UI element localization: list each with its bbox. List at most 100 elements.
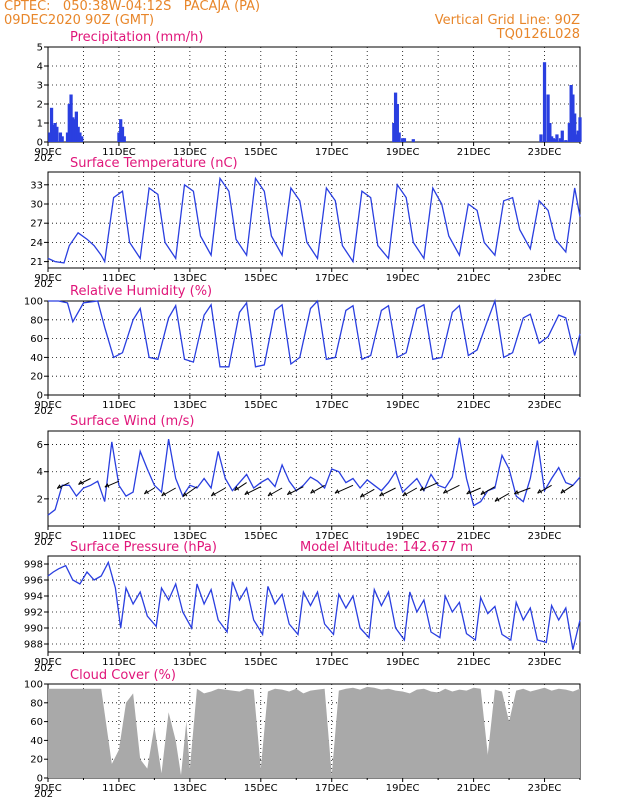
precip-bar [58, 132, 63, 142]
wind-wind-arrow [379, 487, 396, 497]
precip-bar [401, 138, 405, 142]
precip-xtick-label: 17DEC [315, 147, 349, 158]
temp-frame [47, 171, 581, 269]
grid-line-note: Vertical Grid Line: 90Z [434, 13, 580, 28]
wind-wind-arrowhead [494, 497, 500, 502]
wind-wind-arrowhead [402, 491, 408, 497]
rh-frame [47, 300, 581, 396]
precip-bar [49, 107, 54, 142]
wind-wind-arrow [514, 487, 531, 495]
wind-wind-arrowhead [513, 490, 519, 495]
wind-wind-arrowhead [480, 490, 486, 495]
wind-wind-arrow [161, 487, 176, 497]
wind-wind-arrow [234, 482, 247, 491]
pressure-panel: 988 990 992 994 996 998 9DEC 11DEC 13DEC 15DEC 17D… [24, 540, 581, 674]
temp-ytick-label: 21 [30, 257, 43, 268]
rh-xtick-label: 21DEC [457, 400, 491, 411]
wind-wind-arrow [537, 484, 552, 494]
cloud-xtick-label: 13DEC [173, 783, 207, 794]
pressure-xtick-label: 9DEC [34, 657, 61, 668]
cloud-xtick-label: 23DEC [528, 783, 562, 794]
precip-bar [395, 104, 399, 142]
temp-ytick-label: 27 [30, 219, 43, 230]
pressure-xtick-label: 11DEC [102, 657, 136, 668]
temp-year-stub: 202 [34, 279, 53, 290]
cloud-ytick-label: 60 [30, 717, 43, 728]
precip-xtick-label: 13DEC [173, 147, 207, 158]
wind-ytick-label: 2 [37, 494, 43, 505]
precip-bar [78, 132, 82, 142]
wind-wind-arrowhead [310, 488, 316, 494]
precip-bar [539, 134, 543, 142]
cloud-xtick-label: 21DEC [457, 783, 491, 794]
wind-xtick-label: 13DEC [173, 531, 207, 542]
precip-ytick-label: 3 [37, 81, 43, 92]
wind-frame [47, 430, 581, 527]
wind-wind-arrowhead [286, 490, 292, 496]
wind-wind-arrow [287, 486, 304, 496]
pressure-title: Surface Pressure (hPa) [70, 540, 217, 555]
wind-wind-arrowhead [267, 491, 273, 497]
pressure-xtick-label: 21DEC [457, 657, 491, 668]
rh-xtick-label: 15DEC [244, 400, 278, 411]
wind-wind-arrow [310, 484, 325, 494]
cloud-panel: 0 20 40 60 80 100 9DEC 11DEC 13DEC 15DEC 17DEC 19DE… [24, 668, 581, 800]
wind-wind-arrow [480, 486, 496, 496]
wind-wind-arrow [144, 487, 155, 495]
precip-bar [573, 113, 577, 142]
precip-xtick-label: 15DEC [244, 147, 278, 158]
precip-bar [55, 126, 59, 142]
precip-xtick-label: 11DEC [102, 147, 136, 158]
precip-bar [392, 123, 396, 142]
precip-bar [402, 138, 407, 142]
precip-bar [564, 140, 568, 142]
precip-bar [51, 124, 55, 142]
pressure-ytick-label: 998 [24, 560, 43, 571]
wind-xtick-label: 17DEC [315, 531, 349, 542]
precip-bar [548, 123, 552, 142]
rh-title: Relative Humidity (%) [70, 284, 212, 299]
wind-wind-arrow [267, 487, 283, 497]
temp-xtick-label: 21DEC [457, 273, 491, 284]
wind-wind-arrowhead [560, 488, 566, 494]
wind-wind-arrowhead [334, 489, 340, 494]
wind-ytick-label: 6 [37, 440, 43, 451]
wind-wind-arrowhead [234, 486, 240, 491]
temp-xtick-label: 17DEC [315, 273, 349, 284]
station-info: CPTEC: 050:38W-04:12S PACAJA (PA) [4, 0, 261, 14]
pressure-xtick-label: 15DEC [244, 657, 278, 668]
precip-bar [80, 136, 84, 142]
precip-xtick-label: 19DEC [386, 147, 420, 158]
precip-bar [120, 126, 125, 142]
wind-wind-arrow [57, 482, 70, 490]
precip-year-stub: 202 [34, 153, 53, 164]
wind-wind-arrowhead [210, 491, 216, 497]
rh-panel: 0 20 40 60 80 100 9DEC 11DEC 13DEC 15DEC 17DEC 19DE… [24, 284, 581, 417]
cloud-xtick-label: 19DEC [386, 783, 420, 794]
wind-wind-arrowhead [466, 489, 472, 495]
wind-wind-arrowhead [143, 489, 149, 495]
precip-ytick-label: 5 [37, 43, 43, 54]
wind-panel: 2 4 6 9DEC 11DEC 13DEC 15DEC 17DEC 19DEC 21DEC 23D… [34, 414, 581, 548]
cloud-ytick-label: 100 [24, 680, 43, 691]
precip-bar [393, 92, 398, 142]
precip-bar [550, 136, 554, 142]
temp-xtick-label: 11DEC [102, 273, 136, 284]
precip-bar [122, 136, 126, 142]
pressure-line [47, 560, 581, 650]
precip-ytick-label: 0 [37, 138, 43, 149]
wind-wind-arrow [104, 480, 120, 488]
precip-bar [558, 138, 563, 142]
wind-wind-arrow [182, 486, 198, 498]
wind-wind-arrowhead [359, 492, 365, 498]
wind-wind-arrow [419, 482, 439, 492]
wind-xtick-label: 11DEC [102, 531, 136, 542]
precip-panel: 0 1 2 3 4 5 9DEC 11DEC 13DEC 15DEC 17DEC 19DEC 21DEC… [34, 30, 582, 164]
pressure-ytick-label: 990 [24, 624, 43, 635]
wind-wind-arrow [402, 487, 418, 497]
wind-wind-arrowhead [161, 491, 167, 497]
rh-ytick-label: 40 [30, 353, 43, 364]
wind-xtick-label: 19DEC [386, 531, 420, 542]
rh-line [48, 298, 581, 368]
pressure-xtick-label: 13DEC [173, 657, 207, 668]
